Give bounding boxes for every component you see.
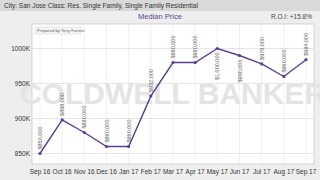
marker [194,61,197,64]
subtitle: City: San Jose Class: Res. Single Family… [4,2,198,10]
x-tick-label: Mar 17 [163,168,184,175]
prepared-by-text: Prepared by Terry Farmer [37,28,85,33]
y-tick-label: 950K [15,80,31,87]
data-label: $980,000 [192,36,198,59]
y-tick-label: 900K [15,115,31,122]
marker [171,61,174,64]
y-grid-line [32,153,314,154]
x-tick-label: Jul 17 [253,168,271,175]
marker [238,54,241,57]
marker [83,131,86,134]
x-tick-label: Aug 17 [274,168,295,176]
x-tick-label: Sep 17 [296,168,317,176]
data-label: $960,000 [281,50,287,73]
y-tick-label: 1000K [11,45,30,52]
marker [61,118,64,121]
x-grid-line [239,24,240,164]
x-tick-label: Apr 17 [186,168,206,176]
marker [260,62,263,65]
data-label: $980,000 [170,36,176,59]
marker [282,75,285,78]
chart: City: San Jose Class: Res. Single Family… [0,0,320,180]
data-label: $880,000 [81,106,87,129]
y-grid-line [32,83,314,84]
data-label: $860,000 [126,120,132,143]
x-tick-label: Jun 17 [230,168,250,175]
marker [216,47,219,50]
data-label: $990,000 [237,60,243,83]
y-tick-label: 850K [15,150,31,157]
x-tick-label: Jan 17 [119,168,139,175]
data-label: $860,000 [104,120,110,143]
data-label: $932,000 [148,69,154,92]
marker [105,145,108,148]
marker [304,58,307,61]
x-tick-label: May 17 [207,168,229,176]
data-label: $978,000 [259,37,265,60]
roi: R.O.I: +15.8% [271,13,312,20]
header-bar [0,0,320,11]
data-label: $850,000 [37,127,43,150]
x-tick-label: Oct 16 [53,168,73,175]
x-grid-line [217,24,218,164]
x-tick-label: Sep 16 [30,168,51,176]
x-grid-line [84,24,85,164]
x-tick-label: Dec 16 [96,168,117,175]
y-grid-line [32,118,314,119]
x-tick-label: Feb 17 [141,168,162,175]
data-label: $984,000 [303,33,309,56]
prepared-by: Prepared by Terry Farmer [35,27,85,34]
x-grid-line [150,24,151,164]
data-label: $898,000 [59,93,65,116]
marker [149,95,152,98]
title: Median Price [138,12,182,21]
x-grid-line [283,24,284,164]
marker [38,152,41,155]
line [40,49,306,154]
series [38,47,307,155]
x-tick-label: Nov 16 [74,168,95,175]
data-label: $1,000,000 [214,53,220,81]
marker [127,145,130,148]
